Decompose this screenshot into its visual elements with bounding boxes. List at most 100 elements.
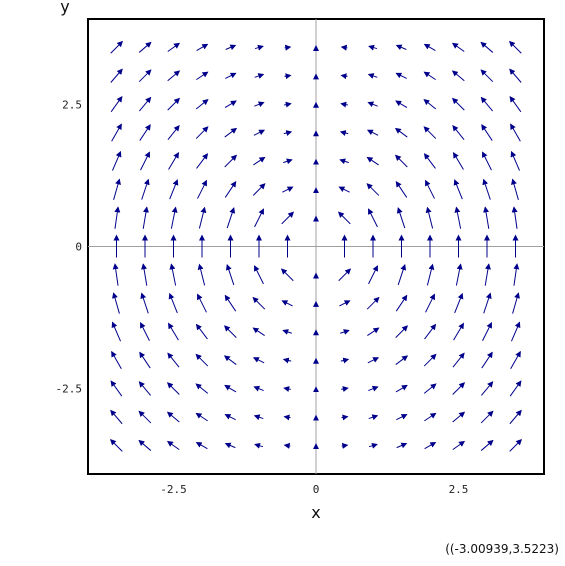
field-arrow xyxy=(480,410,494,424)
field-arrow xyxy=(141,263,148,286)
field-arrow xyxy=(423,126,437,139)
field-arrow xyxy=(283,442,291,449)
field-arrow xyxy=(424,441,437,450)
field-arrow xyxy=(480,439,494,451)
field-arrow xyxy=(112,263,119,286)
field-arrow xyxy=(110,68,123,83)
field-arrow xyxy=(453,152,464,170)
field-arrow xyxy=(396,414,408,421)
field-arrow xyxy=(282,357,292,364)
field-arrow xyxy=(455,263,463,286)
field-arrow xyxy=(395,355,409,365)
field-arrow xyxy=(425,293,435,313)
field-arrow xyxy=(510,123,521,142)
field-arrow xyxy=(167,70,181,82)
cursor-coordinate-readout: ((-3.00939,3.5223) xyxy=(445,542,559,556)
field-arrow xyxy=(368,385,379,392)
field-arrow xyxy=(341,414,349,421)
field-arrow xyxy=(195,383,209,394)
field-arrow xyxy=(224,294,237,312)
field-arrow xyxy=(253,385,264,392)
field-arrow xyxy=(224,384,237,393)
x-tick-labels: -2.5 0 2.5 xyxy=(160,483,468,496)
field-arrow xyxy=(483,206,490,229)
field-arrow xyxy=(481,351,493,369)
field-arrow xyxy=(110,409,123,425)
field-arrow xyxy=(225,44,237,51)
field-arrow xyxy=(282,186,294,193)
field-arrow xyxy=(511,321,521,342)
field-arrow xyxy=(224,100,237,109)
field-arrow xyxy=(112,150,122,171)
field-arrow xyxy=(252,296,266,310)
field-arrow xyxy=(367,327,380,336)
field-arrow xyxy=(223,325,237,338)
field-arrow xyxy=(283,414,291,421)
field-arrow xyxy=(284,73,292,80)
field-arrow xyxy=(339,300,351,307)
field-arrow xyxy=(366,296,380,310)
field-arrow xyxy=(225,72,237,79)
field-arrow xyxy=(511,178,519,200)
field-arrow xyxy=(110,40,124,54)
field-arrow xyxy=(254,265,264,285)
field-arrow xyxy=(112,292,120,314)
field-arrow xyxy=(452,382,466,395)
field-arrow xyxy=(482,321,492,341)
field-arrow xyxy=(252,357,265,364)
field-arrow xyxy=(284,101,292,108)
field-arrow xyxy=(452,125,465,141)
field-arrow xyxy=(481,124,493,141)
field-arrow xyxy=(509,439,523,452)
field-arrow xyxy=(138,410,152,424)
field-arrow xyxy=(340,357,350,364)
field-arrow xyxy=(509,95,522,113)
field-arrow xyxy=(283,386,291,392)
field-arrow xyxy=(224,442,236,449)
field-arrow xyxy=(338,268,352,282)
y-axis-label: y xyxy=(60,0,69,16)
field-arrow xyxy=(170,206,178,229)
field-arrow xyxy=(512,292,520,314)
field-arrow xyxy=(394,127,408,138)
field-arrow xyxy=(167,125,180,141)
field-arrow xyxy=(367,101,378,108)
field-arrow xyxy=(452,411,466,423)
field-arrow xyxy=(367,357,380,364)
field-arrow xyxy=(368,208,378,228)
x-tick-label: -2.5 xyxy=(160,483,187,496)
field-arrow xyxy=(195,412,208,422)
y-tick-label: -2.5 xyxy=(56,383,83,396)
field-arrow xyxy=(168,152,179,170)
field-arrow xyxy=(109,439,123,452)
field-arrow xyxy=(166,440,180,451)
field-arrow xyxy=(195,126,209,139)
field-arrow xyxy=(110,380,123,397)
x-axis-label: x xyxy=(311,503,320,522)
field-arrow xyxy=(195,353,209,367)
field-arrow xyxy=(113,178,121,200)
field-arrow xyxy=(138,69,152,83)
field-arrow xyxy=(224,414,236,421)
field-arrow xyxy=(451,70,465,82)
field-arrow xyxy=(168,322,179,341)
field-arrow xyxy=(338,186,350,193)
field-arrow xyxy=(254,101,265,108)
field-arrow xyxy=(169,263,177,286)
field-arrow xyxy=(423,71,436,81)
field-arrow xyxy=(141,178,150,200)
field-arrow xyxy=(508,40,522,54)
field-arrow xyxy=(167,42,181,52)
field-arrow xyxy=(197,263,206,286)
field-arrow xyxy=(198,206,207,229)
field-arrow xyxy=(138,96,152,112)
field-arrow xyxy=(111,321,121,342)
y-tick-labels: 2.5 0 -2.5 xyxy=(56,98,83,395)
field-arrow xyxy=(224,180,237,198)
field-arrow xyxy=(169,179,179,200)
y-tick-label: 2.5 xyxy=(62,98,82,111)
field-arrow xyxy=(168,292,178,314)
field-arrow xyxy=(452,440,466,451)
field-arrow xyxy=(452,352,465,368)
